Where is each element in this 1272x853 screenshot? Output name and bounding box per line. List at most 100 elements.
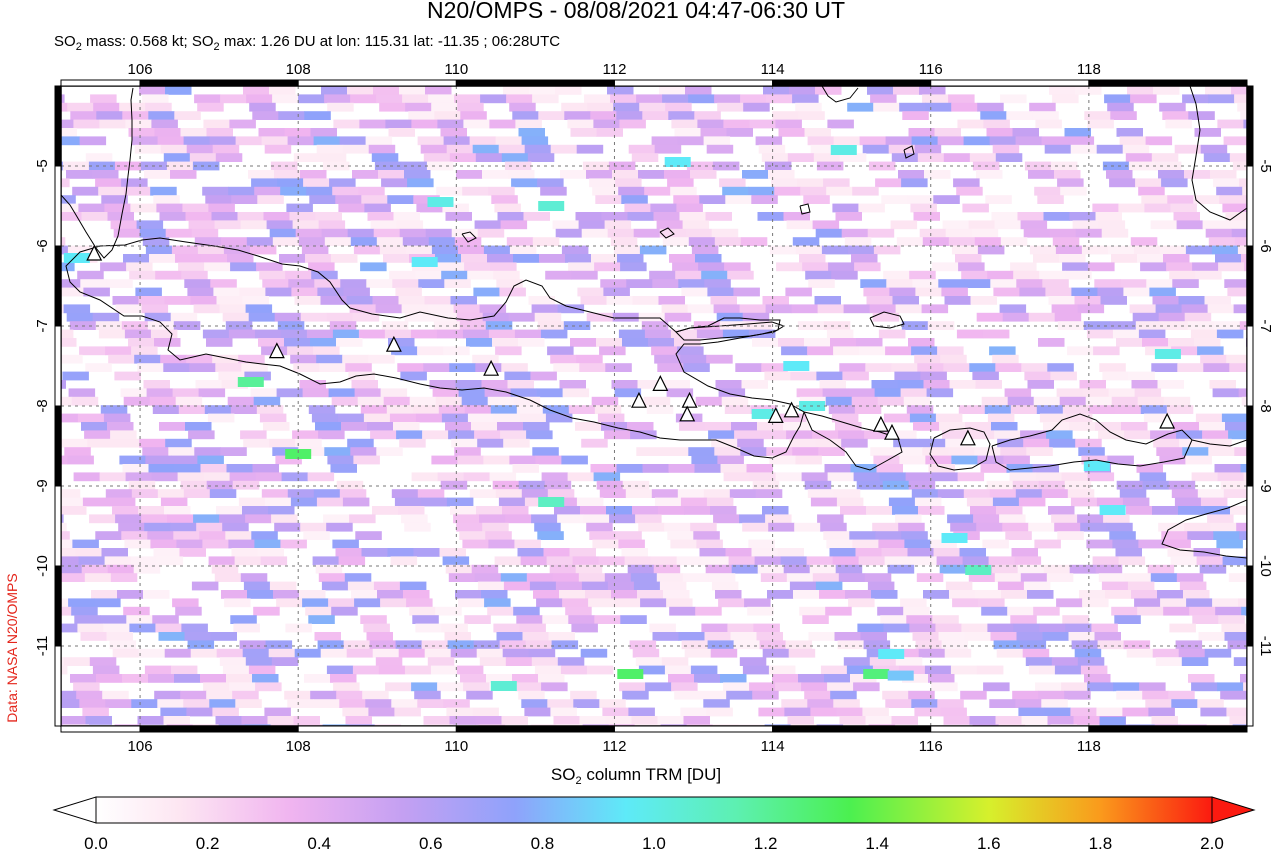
- so2-pixel: [490, 262, 517, 272]
- so2-pixel: [183, 136, 211, 146]
- so2-pixel: [664, 312, 692, 322]
- so2-pixel: [315, 564, 343, 574]
- so2-pixel: [180, 480, 208, 490]
- so2-pixel: [269, 581, 297, 591]
- so2-pixel: [614, 598, 641, 608]
- so2-pixel: [678, 632, 705, 641]
- so2-pixel: [771, 178, 798, 188]
- so2-pixel: [879, 472, 907, 482]
- so2-pixel: [704, 632, 731, 641]
- so2-pixel: [359, 119, 386, 129]
- so2-pixel: [677, 346, 704, 356]
- so2-pixel: [500, 430, 527, 440]
- so2-pixel: [149, 396, 177, 406]
- so2-pixel: [131, 346, 158, 356]
- so2-pixel: [342, 144, 370, 154]
- so2-pixel: [445, 564, 473, 574]
- so2-pixel: [214, 220, 242, 230]
- so2-pixel: [1197, 346, 1224, 356]
- so2-pixel: [937, 489, 965, 498]
- so2-pixel: [800, 186, 827, 196]
- so2-pixel: [298, 447, 325, 456]
- so2-pixel: [783, 212, 810, 221]
- so2-pixel: [386, 405, 414, 414]
- so2-pixel: [215, 716, 242, 725]
- so2-pixel: [643, 396, 671, 406]
- so2-pixel: [944, 648, 972, 658]
- so2-pixel: [965, 422, 992, 431]
- so2-pixel: [849, 531, 876, 540]
- so2-pixel: [639, 102, 666, 112]
- so2-pixel: [1048, 296, 1075, 305]
- so2-pixel: [255, 682, 282, 692]
- so2-pixel: [816, 724, 844, 726]
- so2-pixel: [743, 102, 770, 112]
- so2-pixel: [950, 665, 978, 675]
- so2-pixel: [733, 640, 761, 650]
- so2-pixel: [165, 438, 192, 448]
- so2-pixel: [353, 245, 381, 255]
- so2-pixel: [1020, 573, 1048, 582]
- so2-pixel: [1118, 556, 1146, 566]
- so2-pixel: [656, 220, 684, 230]
- so2-pixel: [135, 287, 162, 297]
- so2-pixel: [720, 674, 747, 683]
- longitude-tick-label: 118: [1077, 738, 1101, 755]
- so2-pixel: [435, 254, 462, 263]
- so2-pixel: [457, 245, 485, 255]
- so2-pixel: [1134, 388, 1162, 398]
- so2-pixel: [537, 178, 564, 188]
- so2-pixel: [674, 338, 701, 347]
- so2-pixel: [883, 270, 910, 280]
- so2-pixel: [870, 94, 897, 104]
- so2-pixel: [61, 178, 70, 188]
- so2-pixel: [112, 506, 139, 515]
- so2-pixel: [1062, 405, 1090, 414]
- so2-pixel: [1065, 270, 1092, 280]
- so2-pixel: [660, 724, 688, 726]
- so2-pixel: [184, 279, 211, 288]
- so2-pixel: [851, 254, 878, 263]
- so2-pixel: [567, 119, 594, 129]
- so2-pixel: [855, 548, 882, 557]
- so2-pixel: [301, 245, 329, 255]
- so2-pixel: [755, 136, 783, 146]
- so2-pixel: [174, 674, 201, 683]
- so2-pixel: [1062, 262, 1089, 272]
- so2-pixel: [1033, 396, 1061, 406]
- so2-pixel: [764, 161, 792, 171]
- so2-pixel: [1028, 522, 1055, 532]
- so2-pixel: [393, 212, 420, 221]
- so2-pixel: [1151, 153, 1179, 162]
- so2-pixel: [228, 186, 255, 196]
- so2-pixel: [469, 136, 497, 146]
- so2-pixel: [629, 640, 657, 650]
- so2-pixel: [484, 598, 511, 608]
- so2-pixel: [758, 144, 786, 154]
- so2-pixel: [680, 354, 707, 364]
- so2-pixel: [1226, 707, 1247, 717]
- so2-pixel: [472, 144, 500, 154]
- so2-pixel: [1174, 497, 1202, 507]
- so2-pixel: [909, 413, 937, 423]
- so2-pixel: [164, 506, 191, 515]
- so2-pixel: [1071, 287, 1098, 297]
- so2-pixel: [170, 170, 197, 179]
- so2-pixel: [218, 371, 245, 381]
- so2-pixel: [910, 556, 938, 566]
- so2-pixel: [270, 161, 298, 171]
- so2-pixel: [713, 304, 741, 314]
- so2-pixel: [724, 405, 752, 414]
- so2-pixel: [974, 447, 1001, 456]
- so2-pixel: [449, 716, 476, 725]
- so2-pixel: [599, 489, 627, 498]
- so2-pixel: [1075, 86, 1102, 95]
- so2-pixel: [1012, 128, 1039, 137]
- so2-pixel: [652, 279, 679, 288]
- so2-pixel: [1007, 396, 1035, 406]
- so2-pixel: [583, 514, 610, 524]
- so2-pixel: [396, 220, 424, 230]
- so2-pixel: [1159, 102, 1186, 112]
- so2-pixel: [993, 640, 1021, 650]
- so2-pixel: [921, 304, 949, 314]
